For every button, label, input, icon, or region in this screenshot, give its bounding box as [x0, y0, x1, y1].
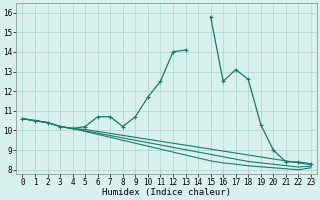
X-axis label: Humidex (Indice chaleur): Humidex (Indice chaleur): [102, 188, 231, 197]
